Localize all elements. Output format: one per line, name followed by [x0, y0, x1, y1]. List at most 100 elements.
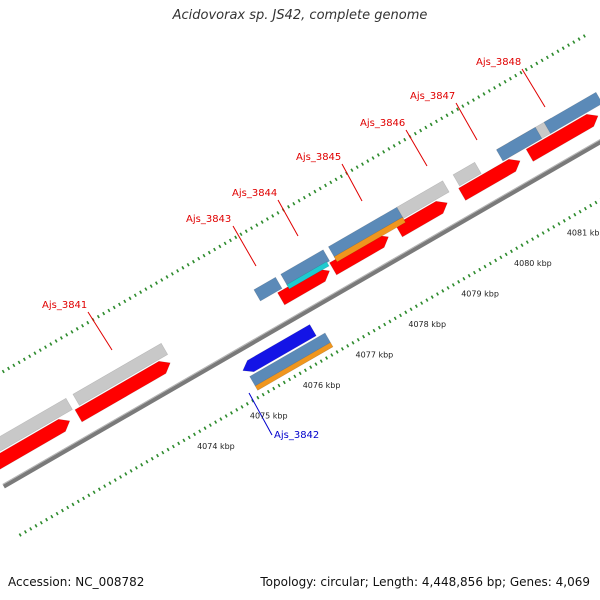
outer-tick	[239, 232, 243, 237]
outer-tick	[170, 272, 174, 276]
outer-tick	[38, 348, 42, 352]
outer-tick	[308, 192, 312, 197]
inner-tick	[66, 505, 70, 510]
inner-tick	[515, 246, 519, 251]
outer-tick	[540, 58, 544, 63]
outer-tick	[218, 244, 222, 249]
inner-tick	[224, 414, 228, 418]
inner-tick	[240, 405, 244, 409]
outer-tick	[75, 327, 79, 331]
label-leader-line	[405, 129, 428, 167]
inner-tick	[356, 337, 360, 342]
outer-tick	[54, 339, 58, 343]
outer-tick	[265, 217, 269, 221]
outer-tick	[482, 92, 486, 96]
inner-tick	[229, 411, 233, 415]
tick-label: 4080 kbp	[514, 259, 552, 268]
inner-tick-ring	[18, 198, 600, 537]
outer-tick	[524, 67, 528, 72]
outer-tick	[376, 153, 380, 157]
outer-tick	[255, 223, 259, 227]
outer-tick	[22, 357, 26, 362]
outer-tick	[12, 363, 16, 368]
label-leader-line	[232, 225, 257, 267]
inner-tick	[399, 313, 403, 318]
outer-tick	[118, 302, 121, 307]
inner-tick	[193, 432, 196, 437]
inner-tick	[150, 456, 154, 461]
forward-cds	[394, 200, 448, 238]
outer-tick	[228, 238, 232, 243]
inner-tick	[589, 203, 593, 208]
inner-tick	[166, 447, 170, 452]
inner-tick	[499, 255, 503, 260]
inner-tick	[377, 325, 381, 330]
inner-tick	[420, 301, 424, 305]
outer-tick	[567, 43, 571, 47]
gene-outer-gray	[72, 342, 169, 406]
inner-tick	[457, 280, 461, 284]
inner-tick	[277, 383, 281, 388]
inner-tick	[214, 420, 218, 424]
outer-tick	[59, 336, 63, 340]
inner-tick	[562, 219, 566, 223]
outer-tick	[471, 98, 475, 102]
outer-tick	[334, 177, 338, 182]
map-title: Acidovorax sp. JS42, complete genome	[172, 8, 428, 23]
inner-tick	[203, 426, 207, 430]
inner-tick	[388, 319, 392, 324]
genome-backbone	[2, 138, 600, 489]
outer-tick	[139, 290, 143, 294]
outer-tick	[498, 83, 502, 87]
outer-tick	[181, 266, 185, 270]
outer-tick	[403, 137, 407, 142]
outer-tick	[350, 168, 354, 172]
inner-tick	[557, 222, 561, 226]
inner-tick	[272, 386, 276, 391]
gene-outer-blue	[543, 91, 600, 134]
inner-tick	[441, 289, 445, 293]
outer-tick	[551, 52, 555, 57]
gene-outer-gray	[396, 180, 450, 219]
inner-tick	[578, 209, 582, 214]
inner-tick	[488, 261, 492, 266]
tick-label: 4076 kbp	[303, 381, 341, 390]
inner-tick	[367, 331, 371, 336]
outer-tick	[582, 34, 586, 38]
outer-tick	[556, 49, 560, 54]
inner-tick	[156, 453, 160, 458]
inner-tick	[504, 252, 508, 257]
inner-tick	[362, 334, 366, 339]
forward-cds	[74, 360, 171, 423]
outer-tick	[154, 281, 158, 285]
outer-tick	[324, 183, 328, 188]
inner-tick	[446, 286, 450, 290]
outer-tick	[361, 162, 364, 166]
inner-tick	[34, 524, 38, 528]
outer-tick	[429, 122, 433, 127]
outer-tick	[461, 104, 465, 108]
outer-tick	[445, 113, 449, 118]
inner-tick	[50, 514, 54, 519]
outer-tick	[413, 131, 417, 136]
inner-tick	[171, 444, 175, 449]
gene-label: Ajs_3847	[410, 91, 455, 102]
forward-cds	[0, 418, 71, 470]
outer-tick	[545, 55, 549, 60]
gene-label: Ajs_3848	[476, 57, 521, 68]
tick-label: 4081 kbp	[567, 229, 600, 238]
inner-tick	[425, 298, 429, 302]
outer-tick	[514, 73, 518, 78]
gene-orange	[333, 216, 406, 263]
gene-cyan	[286, 261, 330, 290]
inner-tick	[92, 490, 96, 495]
outer-tick	[33, 351, 37, 355]
outer-tick	[387, 147, 391, 151]
inner-tick	[541, 231, 545, 235]
inner-tick	[87, 493, 91, 498]
inner-tick	[467, 273, 471, 278]
inner-tick	[525, 240, 529, 244]
inner-tick	[404, 310, 408, 315]
reverse-cds	[242, 324, 317, 373]
